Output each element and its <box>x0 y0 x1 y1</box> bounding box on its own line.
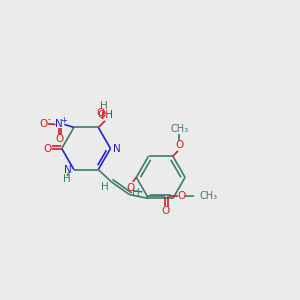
Text: N: N <box>64 165 72 175</box>
Text: O: O <box>177 191 186 201</box>
Text: +: + <box>60 116 67 125</box>
Text: N: N <box>55 119 63 129</box>
Text: O: O <box>55 134 63 144</box>
Text: O: O <box>161 206 169 216</box>
Text: H: H <box>64 174 71 184</box>
Text: O: O <box>126 183 134 193</box>
Text: H: H <box>101 182 109 193</box>
Text: H: H <box>100 101 107 111</box>
Text: N: N <box>112 143 120 154</box>
Text: O: O <box>43 143 52 154</box>
Text: -: - <box>47 115 50 124</box>
Text: CH₃: CH₃ <box>199 191 218 201</box>
Text: O: O <box>97 107 105 118</box>
Text: CH₃: CH₃ <box>170 124 188 134</box>
Text: H: H <box>132 188 139 198</box>
Text: O: O <box>40 119 48 129</box>
Text: OH: OH <box>98 110 114 120</box>
Text: O: O <box>175 140 184 150</box>
